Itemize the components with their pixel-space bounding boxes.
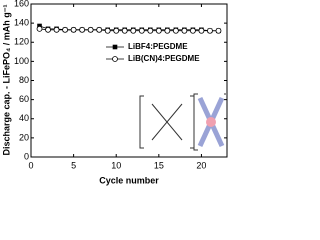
marker	[207, 27, 213, 34]
plot-frame	[30, 3, 228, 158]
marker	[198, 27, 205, 34]
y-tick-label: 100	[14, 56, 29, 66]
marker	[164, 27, 171, 34]
y-tick-label: 20	[19, 132, 29, 142]
marker	[36, 25, 43, 32]
series-line	[39, 28, 219, 32]
x-tick-label: 10	[111, 160, 121, 170]
marker	[121, 27, 128, 34]
legend-text: LiBF4:PEGDME	[128, 42, 188, 51]
y-tick-label: 80	[19, 75, 29, 85]
marker	[79, 26, 86, 33]
x-axis-title: Cycle number	[99, 175, 159, 185]
marker	[53, 26, 60, 33]
legend-marker	[112, 44, 118, 50]
marker	[147, 27, 154, 34]
marker	[155, 27, 162, 34]
marker	[190, 27, 196, 34]
marker	[104, 27, 111, 34]
chart: Cycle number Discharge cap. - LiFePO₄ / …	[1, 0, 228, 185]
molecule-left	[139, 95, 195, 149]
y-tick-label: 40	[19, 113, 29, 123]
marker	[172, 27, 179, 34]
y-axis-title: Discharge cap. - LiFePO₄ / mAh g⁻¹	[1, 4, 11, 155]
y-tick-label: 120	[14, 37, 29, 47]
marker	[181, 27, 188, 34]
legend-marker	[112, 56, 118, 62]
y-tick-label: 0	[24, 151, 29, 161]
marker	[215, 27, 222, 34]
x-tick-label: 0	[28, 160, 33, 170]
marker	[130, 27, 137, 34]
y-tick-label: 160	[14, 0, 29, 8]
marker	[87, 26, 94, 33]
marker	[96, 26, 103, 33]
molecule-right	[193, 93, 226, 151]
y-tick-label: 60	[19, 94, 29, 104]
marker	[138, 27, 145, 34]
x-tick-label: 5	[71, 160, 76, 170]
marker	[62, 26, 68, 33]
x-tick-label: 15	[154, 160, 164, 170]
marker	[45, 26, 51, 33]
marker	[113, 27, 120, 34]
y-tick-label: 140	[14, 18, 29, 28]
legend-text: LiB(CN)4:PEGDME	[128, 54, 200, 63]
marker	[70, 26, 77, 33]
x-tick-label: 20	[196, 160, 206, 170]
